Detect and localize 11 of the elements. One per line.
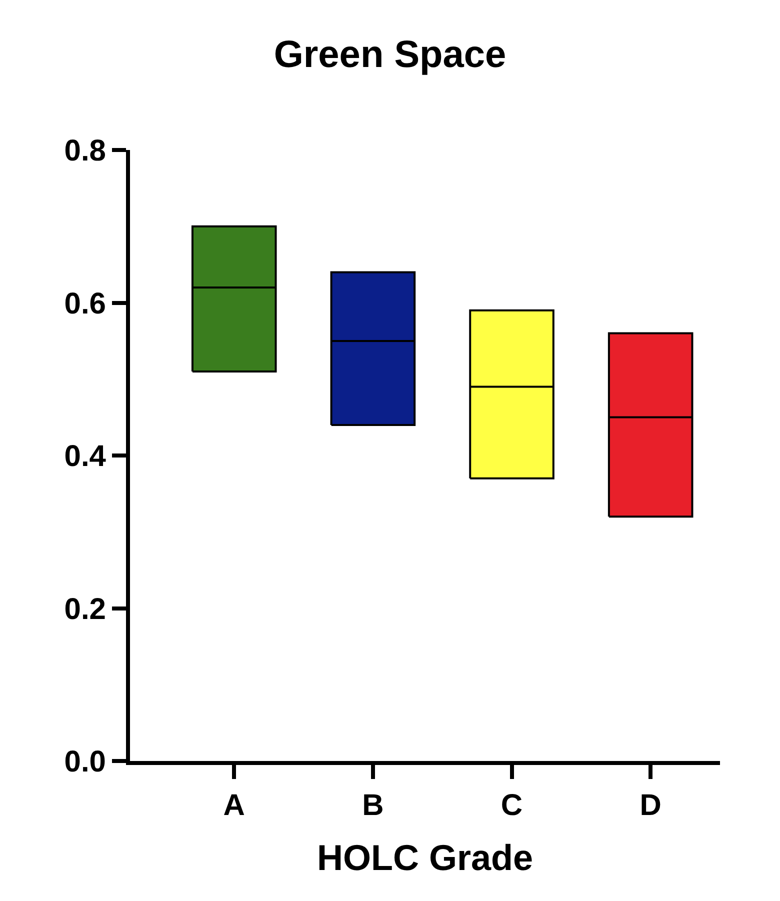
x-tick-label: A — [223, 789, 245, 822]
x-tick-label: B — [362, 789, 384, 822]
y-tick-label: 0.6 — [64, 287, 106, 320]
y-tick-label: 0.4 — [64, 440, 106, 473]
chart-title: Green Space — [274, 34, 506, 76]
y-tick-label: 0.0 — [64, 746, 106, 778]
x-tick-label: C — [500, 789, 523, 822]
y-tick-label: 0.8 — [64, 134, 106, 168]
x-axis-title: HOLC Grade — [316, 837, 534, 878]
y-tick-label: 0.2 — [64, 592, 106, 626]
x-tick-label: D — [640, 789, 662, 822]
